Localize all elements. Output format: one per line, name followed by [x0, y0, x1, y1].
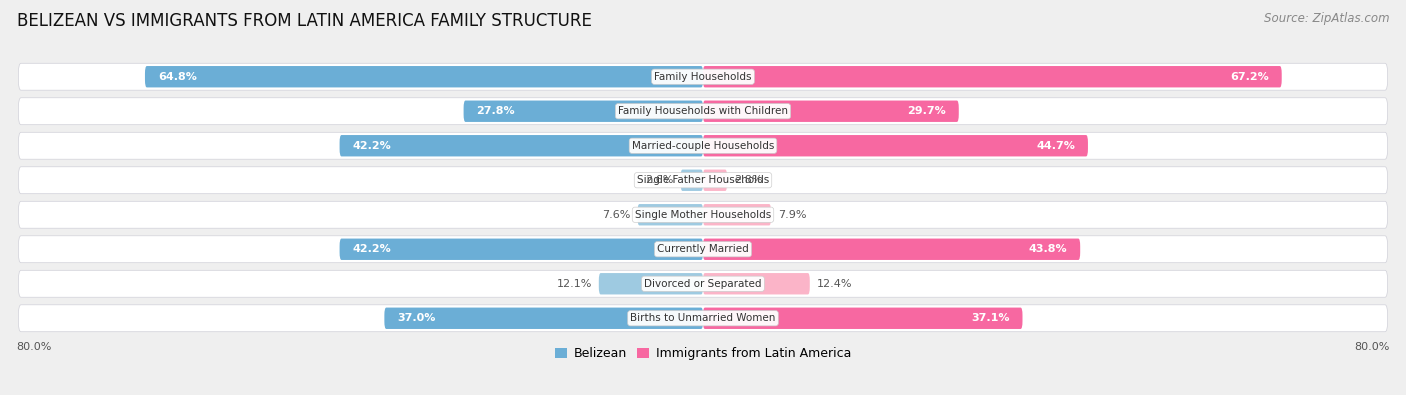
- Text: Currently Married: Currently Married: [657, 244, 749, 254]
- FancyBboxPatch shape: [18, 132, 1388, 159]
- Text: 37.1%: 37.1%: [972, 313, 1010, 323]
- FancyBboxPatch shape: [18, 236, 1388, 263]
- FancyBboxPatch shape: [599, 273, 703, 294]
- FancyBboxPatch shape: [703, 66, 1282, 87]
- Text: Divorced or Separated: Divorced or Separated: [644, 279, 762, 289]
- Text: Family Households with Children: Family Households with Children: [619, 106, 787, 116]
- Text: 43.8%: 43.8%: [1029, 244, 1067, 254]
- FancyBboxPatch shape: [384, 308, 703, 329]
- FancyBboxPatch shape: [703, 135, 1088, 156]
- Text: 7.6%: 7.6%: [602, 210, 631, 220]
- FancyBboxPatch shape: [703, 169, 727, 191]
- FancyBboxPatch shape: [703, 273, 810, 294]
- Text: 80.0%: 80.0%: [17, 342, 52, 352]
- FancyBboxPatch shape: [18, 270, 1388, 297]
- Text: 12.4%: 12.4%: [817, 279, 852, 289]
- Text: Single Mother Households: Single Mother Households: [636, 210, 770, 220]
- FancyBboxPatch shape: [703, 308, 1022, 329]
- Text: Source: ZipAtlas.com: Source: ZipAtlas.com: [1264, 12, 1389, 25]
- Text: 29.7%: 29.7%: [907, 106, 946, 116]
- Text: 2.6%: 2.6%: [645, 175, 673, 185]
- FancyBboxPatch shape: [681, 169, 703, 191]
- FancyBboxPatch shape: [18, 167, 1388, 194]
- Text: 2.8%: 2.8%: [734, 175, 762, 185]
- Legend: Belizean, Immigrants from Latin America: Belizean, Immigrants from Latin America: [550, 342, 856, 365]
- FancyBboxPatch shape: [145, 66, 703, 87]
- Text: Family Households: Family Households: [654, 72, 752, 82]
- Text: 37.0%: 37.0%: [398, 313, 436, 323]
- FancyBboxPatch shape: [340, 135, 703, 156]
- Text: Births to Unmarried Women: Births to Unmarried Women: [630, 313, 776, 323]
- FancyBboxPatch shape: [18, 63, 1388, 90]
- FancyBboxPatch shape: [703, 204, 770, 226]
- FancyBboxPatch shape: [18, 98, 1388, 125]
- Text: 44.7%: 44.7%: [1036, 141, 1076, 151]
- Text: 12.1%: 12.1%: [557, 279, 592, 289]
- FancyBboxPatch shape: [703, 239, 1080, 260]
- FancyBboxPatch shape: [340, 239, 703, 260]
- FancyBboxPatch shape: [637, 204, 703, 226]
- Text: Married-couple Households: Married-couple Households: [631, 141, 775, 151]
- Text: 67.2%: 67.2%: [1230, 72, 1268, 82]
- FancyBboxPatch shape: [18, 305, 1388, 332]
- FancyBboxPatch shape: [18, 201, 1388, 228]
- Text: BELIZEAN VS IMMIGRANTS FROM LATIN AMERICA FAMILY STRUCTURE: BELIZEAN VS IMMIGRANTS FROM LATIN AMERIC…: [17, 12, 592, 30]
- Text: 27.8%: 27.8%: [477, 106, 515, 116]
- Text: Single Father Households: Single Father Households: [637, 175, 769, 185]
- FancyBboxPatch shape: [703, 101, 959, 122]
- Text: 7.9%: 7.9%: [778, 210, 807, 220]
- Text: 42.2%: 42.2%: [353, 244, 391, 254]
- Text: 80.0%: 80.0%: [1354, 342, 1389, 352]
- Text: 64.8%: 64.8%: [157, 72, 197, 82]
- Text: 42.2%: 42.2%: [353, 141, 391, 151]
- FancyBboxPatch shape: [464, 101, 703, 122]
